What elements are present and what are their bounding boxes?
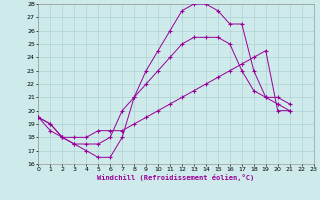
X-axis label: Windchill (Refroidissement éolien,°C): Windchill (Refroidissement éolien,°C): [97, 174, 255, 181]
